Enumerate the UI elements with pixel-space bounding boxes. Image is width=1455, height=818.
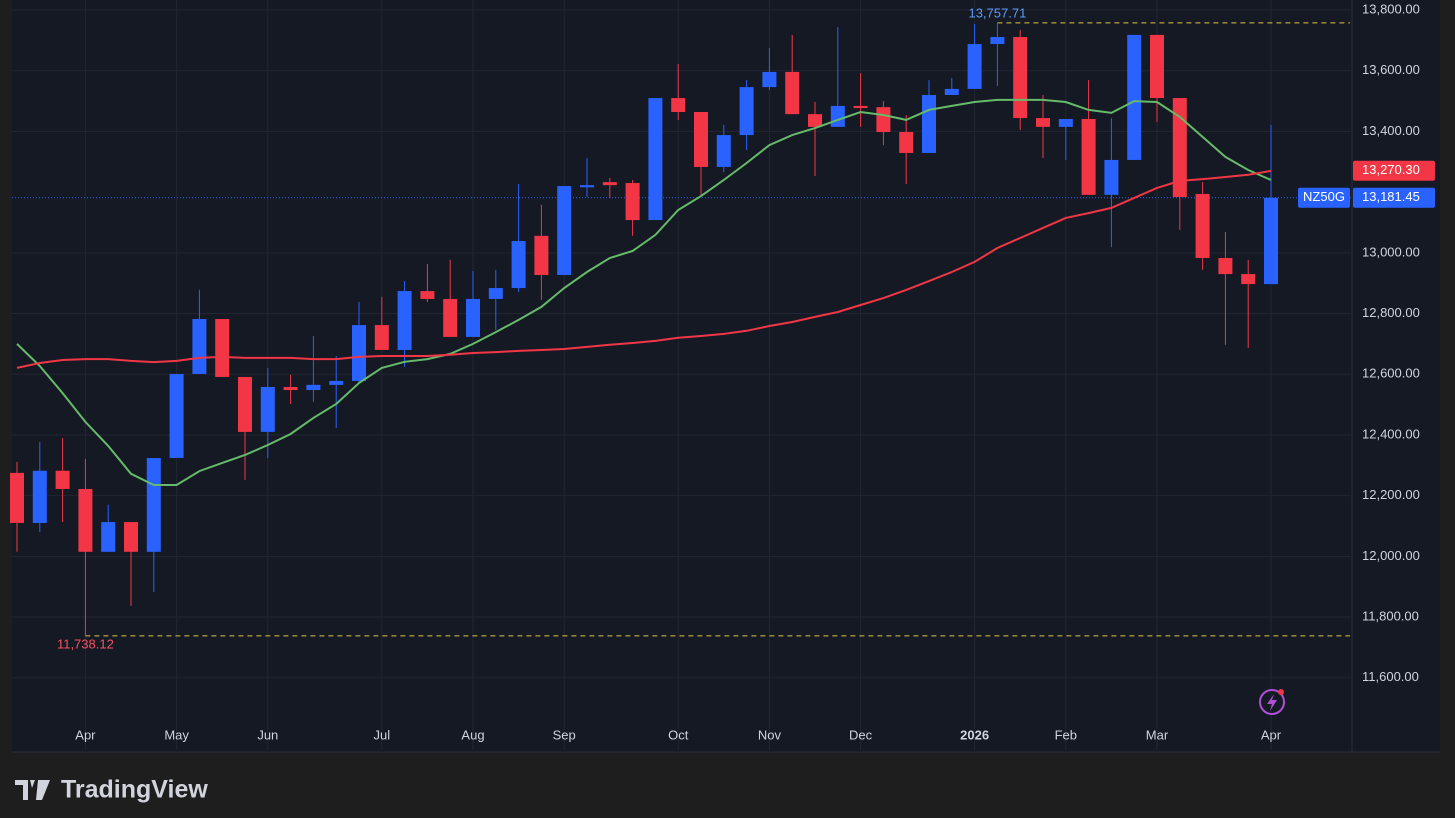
y-tick-label: 11,800.00 <box>1362 608 1419 623</box>
candle-body <box>1264 197 1278 285</box>
candle-body <box>990 37 1005 45</box>
x-tick-label: Feb <box>1055 727 1077 742</box>
candle-body <box>443 298 458 337</box>
y-tick-label: 12,400.00 <box>1362 426 1420 441</box>
candle-body <box>922 95 936 153</box>
y-tick-label: 12,200.00 <box>1362 487 1420 502</box>
candle-body <box>1172 98 1187 197</box>
candle-body <box>967 44 982 89</box>
candle-body <box>420 291 435 299</box>
candle-body <box>830 105 845 127</box>
x-tick-label: 2026 <box>960 727 989 742</box>
moving-average <box>16 98 1272 486</box>
candle-body <box>716 135 731 167</box>
candle-body <box>352 325 366 381</box>
candle-body <box>648 98 663 221</box>
candle-body <box>306 384 321 391</box>
logo <box>15 780 50 800</box>
candle-body <box>1218 257 1233 275</box>
candle-body <box>1081 118 1096 195</box>
candle-body <box>511 240 526 289</box>
chart-panel <box>12 0 1440 752</box>
candle-body <box>283 386 298 391</box>
candle-body <box>78 488 93 552</box>
candle-body <box>215 319 230 377</box>
candle-body <box>694 111 708 167</box>
candle-body <box>192 319 207 374</box>
candle-body <box>1195 193 1210 258</box>
candle-body <box>876 107 891 133</box>
x-tick-label: Aug <box>461 727 484 742</box>
candle-body <box>124 522 138 552</box>
candle-body <box>466 298 480 337</box>
candle-body <box>374 325 389 350</box>
x-tick-label: Apr <box>1261 727 1282 742</box>
y-tick-label: 12,600.00 <box>1362 366 1420 381</box>
candle-body <box>238 376 252 432</box>
symbol-label: NZ50G <box>1303 189 1345 204</box>
x-tick-label: Apr <box>75 727 96 742</box>
candle-body <box>1150 34 1164 99</box>
candle-body <box>1036 118 1050 127</box>
candle-body <box>580 185 594 188</box>
candle-body <box>10 472 24 523</box>
x-tick-label: Jun <box>257 727 278 742</box>
candle-body <box>397 291 412 350</box>
candle-body <box>55 470 70 489</box>
candle-body <box>146 458 161 552</box>
candle-body <box>534 235 549 275</box>
candle-body <box>671 98 686 112</box>
candle-body <box>1013 37 1028 119</box>
candle-body <box>101 522 116 552</box>
y-tick-label: 13,000.00 <box>1362 244 1420 259</box>
price-tag <box>1353 187 1435 208</box>
candle-body <box>944 88 959 96</box>
candle-body <box>260 386 275 432</box>
y-tick-label: 13,400.00 <box>1362 123 1420 138</box>
extreme-label: 13,757.71 <box>968 5 1026 20</box>
candle-body <box>785 71 800 115</box>
candle-body <box>739 87 754 136</box>
candle-body <box>808 114 822 127</box>
price-tag <box>1353 160 1435 181</box>
lightning-icon[interactable] <box>1259 689 1285 715</box>
x-tick-label: Dec <box>849 727 873 742</box>
extreme-label: 11,738.12 <box>57 636 114 651</box>
x-tick-label: Nov <box>758 727 782 742</box>
y-tick-label: 13,800.00 <box>1362 1 1420 16</box>
candle-body <box>1127 34 1142 160</box>
x-tick-label: May <box>164 727 189 742</box>
candle-body <box>1104 159 1119 195</box>
y-tick-label: 12,800.00 <box>1362 305 1420 320</box>
symbol-tag <box>1298 187 1350 208</box>
candle-body <box>762 71 777 88</box>
candle-body <box>625 183 640 221</box>
price-tag-label: 13,181.45 <box>1362 189 1420 204</box>
candle-body <box>899 132 914 153</box>
candle-body <box>602 182 617 186</box>
x-tick-label: Oct <box>668 727 689 742</box>
candle-body <box>488 288 503 299</box>
x-tick-label: Mar <box>1146 727 1169 742</box>
y-tick-label: 12,000.00 <box>1362 548 1420 563</box>
candle-body <box>32 470 47 523</box>
candle-body <box>169 373 184 459</box>
price-tag-label: 13,270.30 <box>1362 162 1420 177</box>
candle-body <box>1058 118 1073 127</box>
y-tick-label: 11,600.00 <box>1362 669 1419 684</box>
x-tick-label: Jul <box>373 727 390 742</box>
candle-body <box>853 105 868 109</box>
brand: TradingView <box>61 776 208 804</box>
y-tick-label: 13,600.00 <box>1362 62 1420 77</box>
candle-body <box>557 186 572 275</box>
x-tick-label: Sep <box>553 727 576 742</box>
candle-body <box>329 380 344 385</box>
moving-average <box>16 169 1272 369</box>
candle-body <box>1241 274 1256 285</box>
